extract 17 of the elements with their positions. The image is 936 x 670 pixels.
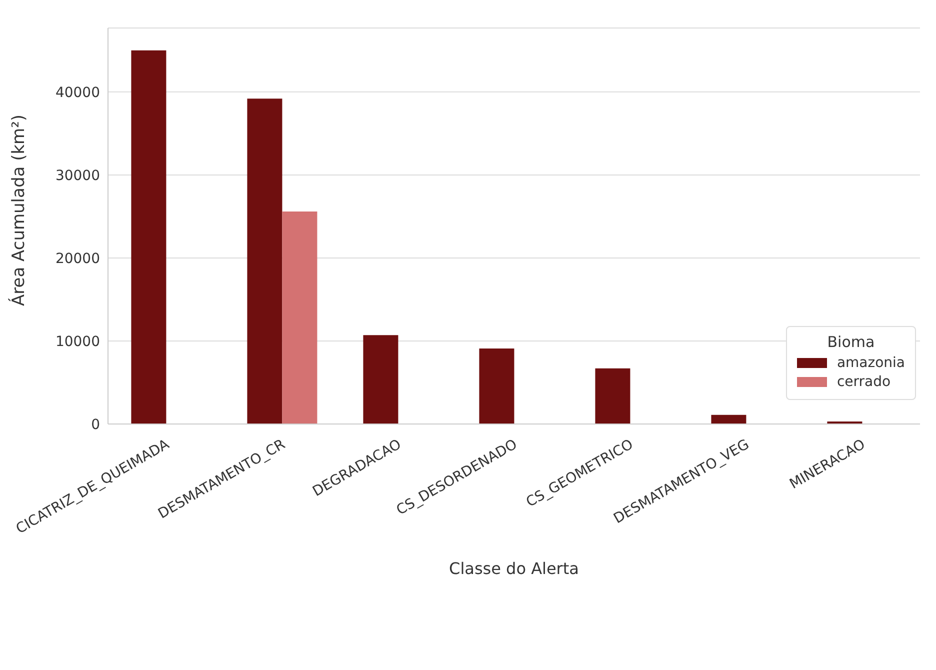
y-tick-label: 20000	[55, 250, 100, 267]
bar	[479, 348, 514, 424]
legend-label: cerrado	[836, 374, 891, 390]
bar	[363, 335, 398, 424]
legend-title: Bioma	[826, 333, 876, 351]
bar	[595, 368, 630, 424]
y-tick-label: 30000	[55, 168, 100, 184]
y-tick-label: 0	[91, 416, 100, 433]
legend-label: amazonia	[836, 355, 905, 371]
bar	[247, 98, 282, 424]
y-tick-label: 40000	[55, 84, 100, 101]
bar	[131, 50, 166, 424]
x-axis-title: Classe do Alerta	[449, 559, 579, 578]
bar	[711, 414, 746, 424]
y-tick-label: 10000	[55, 334, 100, 350]
bar	[282, 211, 318, 424]
y-axis-title: Área Acumulada (km²)	[8, 114, 30, 306]
